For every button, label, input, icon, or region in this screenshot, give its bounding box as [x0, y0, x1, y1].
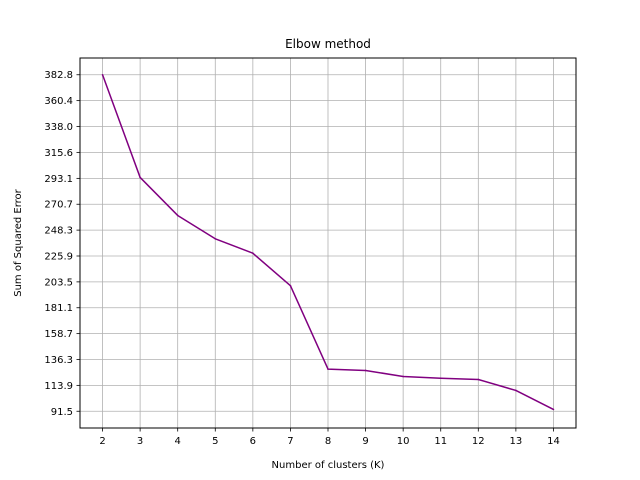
y-tick-label: 91.5 [51, 407, 73, 418]
x-tick-label: 11 [434, 436, 447, 447]
data-point [139, 176, 141, 179]
x-tick-label: 5 [212, 436, 218, 447]
data-point [289, 284, 292, 287]
x-tick-label: 7 [287, 436, 293, 447]
y-tick-label: 113.9 [44, 381, 73, 392]
series-layer [101, 73, 555, 411]
x-tick-label: 4 [175, 436, 181, 447]
x-tick-label: 2 [99, 436, 105, 447]
y-axis: 91.5 113.9 136.3 158.7 181.1 203.5 225.9 248.3 2… [44, 70, 80, 418]
x-axis-label: Number of clusters (K) [272, 460, 385, 471]
data-point [176, 214, 179, 217]
y-tick-label: 203.5 [44, 277, 73, 288]
x-tick-label: 14 [547, 436, 560, 447]
data-point [101, 73, 104, 76]
data-point [327, 368, 329, 370]
chart-title: Elbow method [285, 37, 371, 51]
y-tick-label: 315.6 [44, 148, 73, 159]
x-tick-label: 10 [397, 436, 410, 447]
grid-lines [80, 58, 576, 428]
y-tick-label: 136.3 [44, 355, 73, 366]
y-tick-label: 338.0 [44, 122, 73, 133]
x-tick-label: 6 [250, 436, 256, 447]
data-point [364, 369, 367, 372]
y-tick-label: 270.7 [44, 200, 73, 211]
data-point [477, 378, 480, 381]
data-point [515, 389, 517, 392]
x-tick-label: 12 [472, 436, 485, 447]
y-tick-label: 158.7 [44, 329, 73, 340]
data-point [252, 252, 254, 255]
data-point [552, 408, 555, 411]
y-tick-label: 248.3 [44, 226, 73, 237]
x-tick-label: 13 [510, 436, 523, 447]
x-axis: 2 3 4 5 6 7 8 9 10 11 12 13 14 [99, 428, 560, 447]
data-point [402, 375, 404, 378]
y-tick-label: 382.8 [44, 70, 73, 81]
y-tick-label: 360.4 [44, 96, 73, 107]
y-tick-label: 181.1 [44, 303, 73, 314]
data-point [214, 237, 217, 240]
data-point [439, 377, 442, 380]
y-axis-label: Sum of Squared Error [13, 188, 24, 296]
y-tick-label: 225.9 [44, 251, 73, 262]
x-tick-label: 9 [362, 436, 368, 447]
x-tick-label: 3 [137, 436, 143, 447]
y-tick-label: 293.1 [44, 174, 73, 185]
x-tick-label: 8 [325, 436, 331, 447]
